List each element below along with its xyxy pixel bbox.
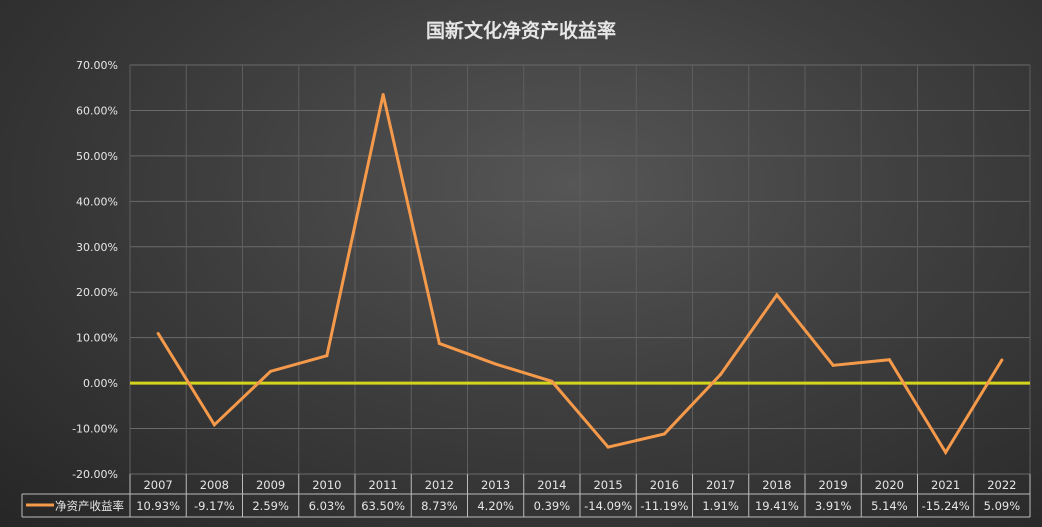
data-label: 5.09% [984,499,1021,513]
y-tick-label: 30.00% [76,241,118,254]
legend-label: 净资产收益率 [55,499,124,513]
data-label: 5.14% [871,499,908,513]
data-point [437,341,441,345]
x-category-label: 2016 [650,478,679,492]
data-point [325,354,329,358]
data-label: 63.50% [361,499,405,513]
data-label: 3.91% [815,499,852,513]
x-category-label: 2018 [762,478,791,492]
y-tick-label: 40.00% [76,195,118,208]
y-tick-label: 50.00% [76,150,118,163]
y-tick-label: -20.00% [72,468,118,481]
x-category-label: 2022 [987,478,1016,492]
data-point [662,432,666,436]
x-category-label: 2011 [368,478,397,492]
chart-title: 国新文化净资产收益率 [426,19,616,42]
data-point [831,363,835,367]
data-point [156,331,160,335]
data-label: 6.03% [309,499,346,513]
data-point [494,362,498,366]
y-tick-label: 0.00% [83,377,118,390]
data-label: -11.19% [640,499,688,513]
data-label: 0.39% [534,499,571,513]
x-category-label: 2019 [818,478,847,492]
data-point [269,369,273,373]
data-label: 4.20% [477,499,514,513]
data-point [1000,358,1004,362]
series-line [156,94,1004,456]
data-label: -9.17% [194,499,235,513]
data-point [944,450,948,454]
data-label: 1.91% [702,499,739,513]
x-category-label: 2008 [200,478,229,492]
y-tick-label: 60.00% [76,104,118,117]
data-label: 2.59% [252,499,289,513]
data-point [775,293,779,297]
y-tick-label: -10.00% [72,423,118,436]
data-label: 10.93% [136,499,180,513]
x-category-label: 2009 [256,478,285,492]
x-category-label: 2017 [706,478,735,492]
x-category-label: 2014 [537,478,566,492]
x-category-label: 2015 [593,478,622,492]
y-tick-label: 70.00% [76,59,118,72]
x-category-label: 2020 [875,478,904,492]
data-label: -15.24% [922,499,970,513]
data-label: 8.73% [421,499,458,513]
data-point [606,445,610,449]
x-category-label: 2021 [931,478,960,492]
x-category-label: 2007 [143,478,172,492]
data-point [212,423,216,427]
data-label: 19.41% [755,499,799,513]
x-category-label: 2012 [425,478,454,492]
x-category-label: 2010 [312,478,341,492]
data-point [550,379,554,383]
data-point [719,372,723,376]
x-category-label: 2013 [481,478,510,492]
y-tick-label: 20.00% [76,286,118,299]
y-tick-label: 10.00% [76,332,118,345]
data-label: -14.09% [584,499,632,513]
data-point [381,93,385,97]
data-point [887,358,891,362]
